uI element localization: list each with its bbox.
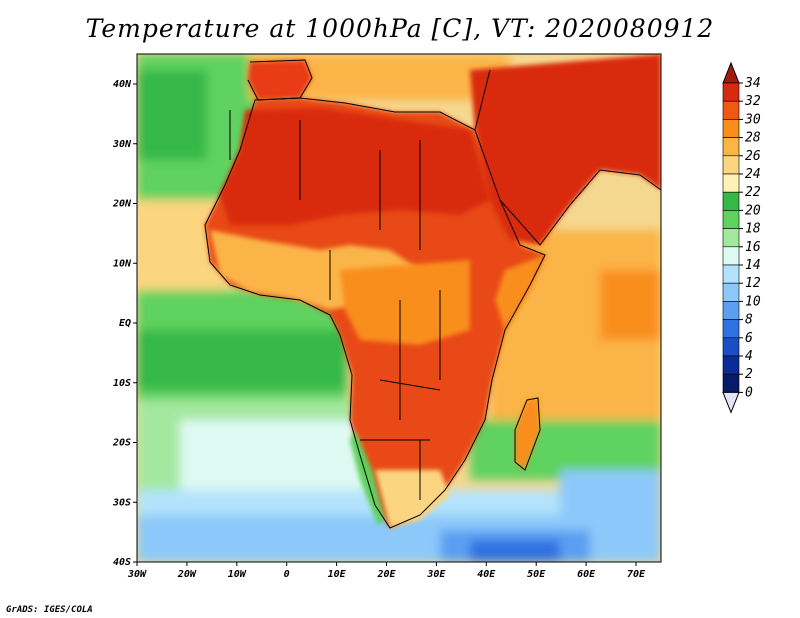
colorbar-label: 30	[744, 112, 761, 127]
longitude-axis: 30W 20W 10W 0 10E 20E 30E 40E 50E 60E 70E	[127, 562, 646, 580]
colorbar-swatch	[722, 173, 740, 193]
lat-tick-label: 10S	[113, 378, 131, 389]
colorbar-swatch	[722, 82, 740, 102]
lon-tick-label: 0	[284, 569, 290, 580]
canary-current	[137, 70, 207, 160]
colorbar-swatch	[722, 373, 740, 393]
credit-label: GrADS: IGES/COLA	[6, 605, 93, 615]
lon-tick-label: 10E	[328, 569, 347, 580]
colorbar-bottom-arrow	[722, 391, 740, 414]
namibia-coast-green	[350, 430, 385, 525]
colorbar-swatch	[722, 319, 740, 339]
colorbar-label: 16	[745, 240, 761, 255]
colorbar-swatch	[722, 210, 740, 229]
latitude-axis: 40N 30N 20N 10N EQ 10S 20S 30S 40S	[112, 79, 137, 568]
colorbar-swatch	[722, 228, 740, 248]
colorbar-label: 34	[744, 76, 761, 91]
indian-ocean-cool	[560, 470, 661, 515]
lon-tick-label: 30E	[426, 569, 446, 580]
lon-tick-label: 60E	[577, 569, 596, 580]
colorbar-label: 20	[745, 203, 761, 218]
lon-tick-label: 20E	[376, 569, 396, 580]
colorbar-swatch	[722, 119, 740, 138]
colorbar-label: 28	[745, 131, 761, 146]
colorbar-label: 32	[744, 94, 761, 109]
south-atlantic-pale	[180, 420, 380, 500]
colorbar-swatch	[722, 155, 740, 175]
colorbar-swatch	[722, 246, 740, 266]
colorbar-label: 4	[745, 349, 753, 364]
lon-tick-label: 10W	[228, 569, 247, 580]
colorbar-swatch	[722, 137, 740, 157]
horn-warm	[495, 255, 545, 330]
lon-tick-label: 20W	[177, 569, 197, 580]
sahara-hot-core	[220, 108, 490, 225]
colorbar-label: 8	[745, 313, 753, 328]
colorbar-swatch	[722, 337, 740, 357]
lat-tick-label: 40S	[113, 557, 131, 568]
madagascar-land	[515, 398, 540, 470]
lon-tick-label: 50E	[527, 569, 546, 580]
southern-ocean-d	[470, 540, 560, 562]
lat-tick-label: 20S	[112, 438, 131, 449]
plot-title: Temperature at 1000hPa [C], VT: 20200809…	[85, 14, 715, 43]
benguela-band	[137, 330, 347, 390]
lon-tick-label: 70E	[627, 569, 646, 580]
colorbar-label: 6	[745, 331, 753, 346]
central-africa-warm	[340, 260, 470, 345]
colorbar-swatch	[722, 100, 740, 120]
arabia-land	[470, 54, 661, 245]
colorbar-label: 24	[745, 167, 761, 182]
colorbar-label: 26	[745, 149, 761, 164]
south-africa-cool	[375, 470, 450, 528]
lat-tick-label: 30N	[112, 139, 132, 150]
colorbar-label: 0	[745, 385, 753, 400]
lat-tick-label: EQ	[119, 318, 131, 329]
lon-tick-label: 40E	[477, 569, 496, 580]
colorbar-label: 2	[745, 367, 753, 382]
colorbar-swatch	[722, 355, 740, 375]
lat-tick-label: 30S	[112, 497, 131, 508]
coastlines	[204, 59, 661, 529]
colorbar-swatch	[722, 301, 740, 320]
colorbar-label: 10	[745, 294, 761, 309]
colorbar-label: 18	[745, 222, 761, 237]
iberia-land	[248, 60, 312, 100]
lat-tick-label: 40N	[113, 79, 132, 90]
colorbar-label: 22	[745, 185, 761, 200]
colorbar-top-arrow	[722, 61, 740, 84]
lon-tick-label: 30W	[127, 569, 147, 580]
lat-tick-label: 20N	[112, 199, 132, 210]
colorbar-label: 12	[745, 276, 761, 291]
colorbar-label: 14	[745, 258, 761, 273]
indian-ocean-hot	[600, 270, 661, 340]
lat-tick-label: 10N	[113, 258, 132, 269]
temperature-field	[137, 54, 661, 562]
plot-frame	[136, 53, 662, 563]
colorbar-swatch	[722, 191, 740, 211]
colorbar-swatch	[722, 282, 740, 302]
colorbar-swatch	[722, 264, 740, 284]
